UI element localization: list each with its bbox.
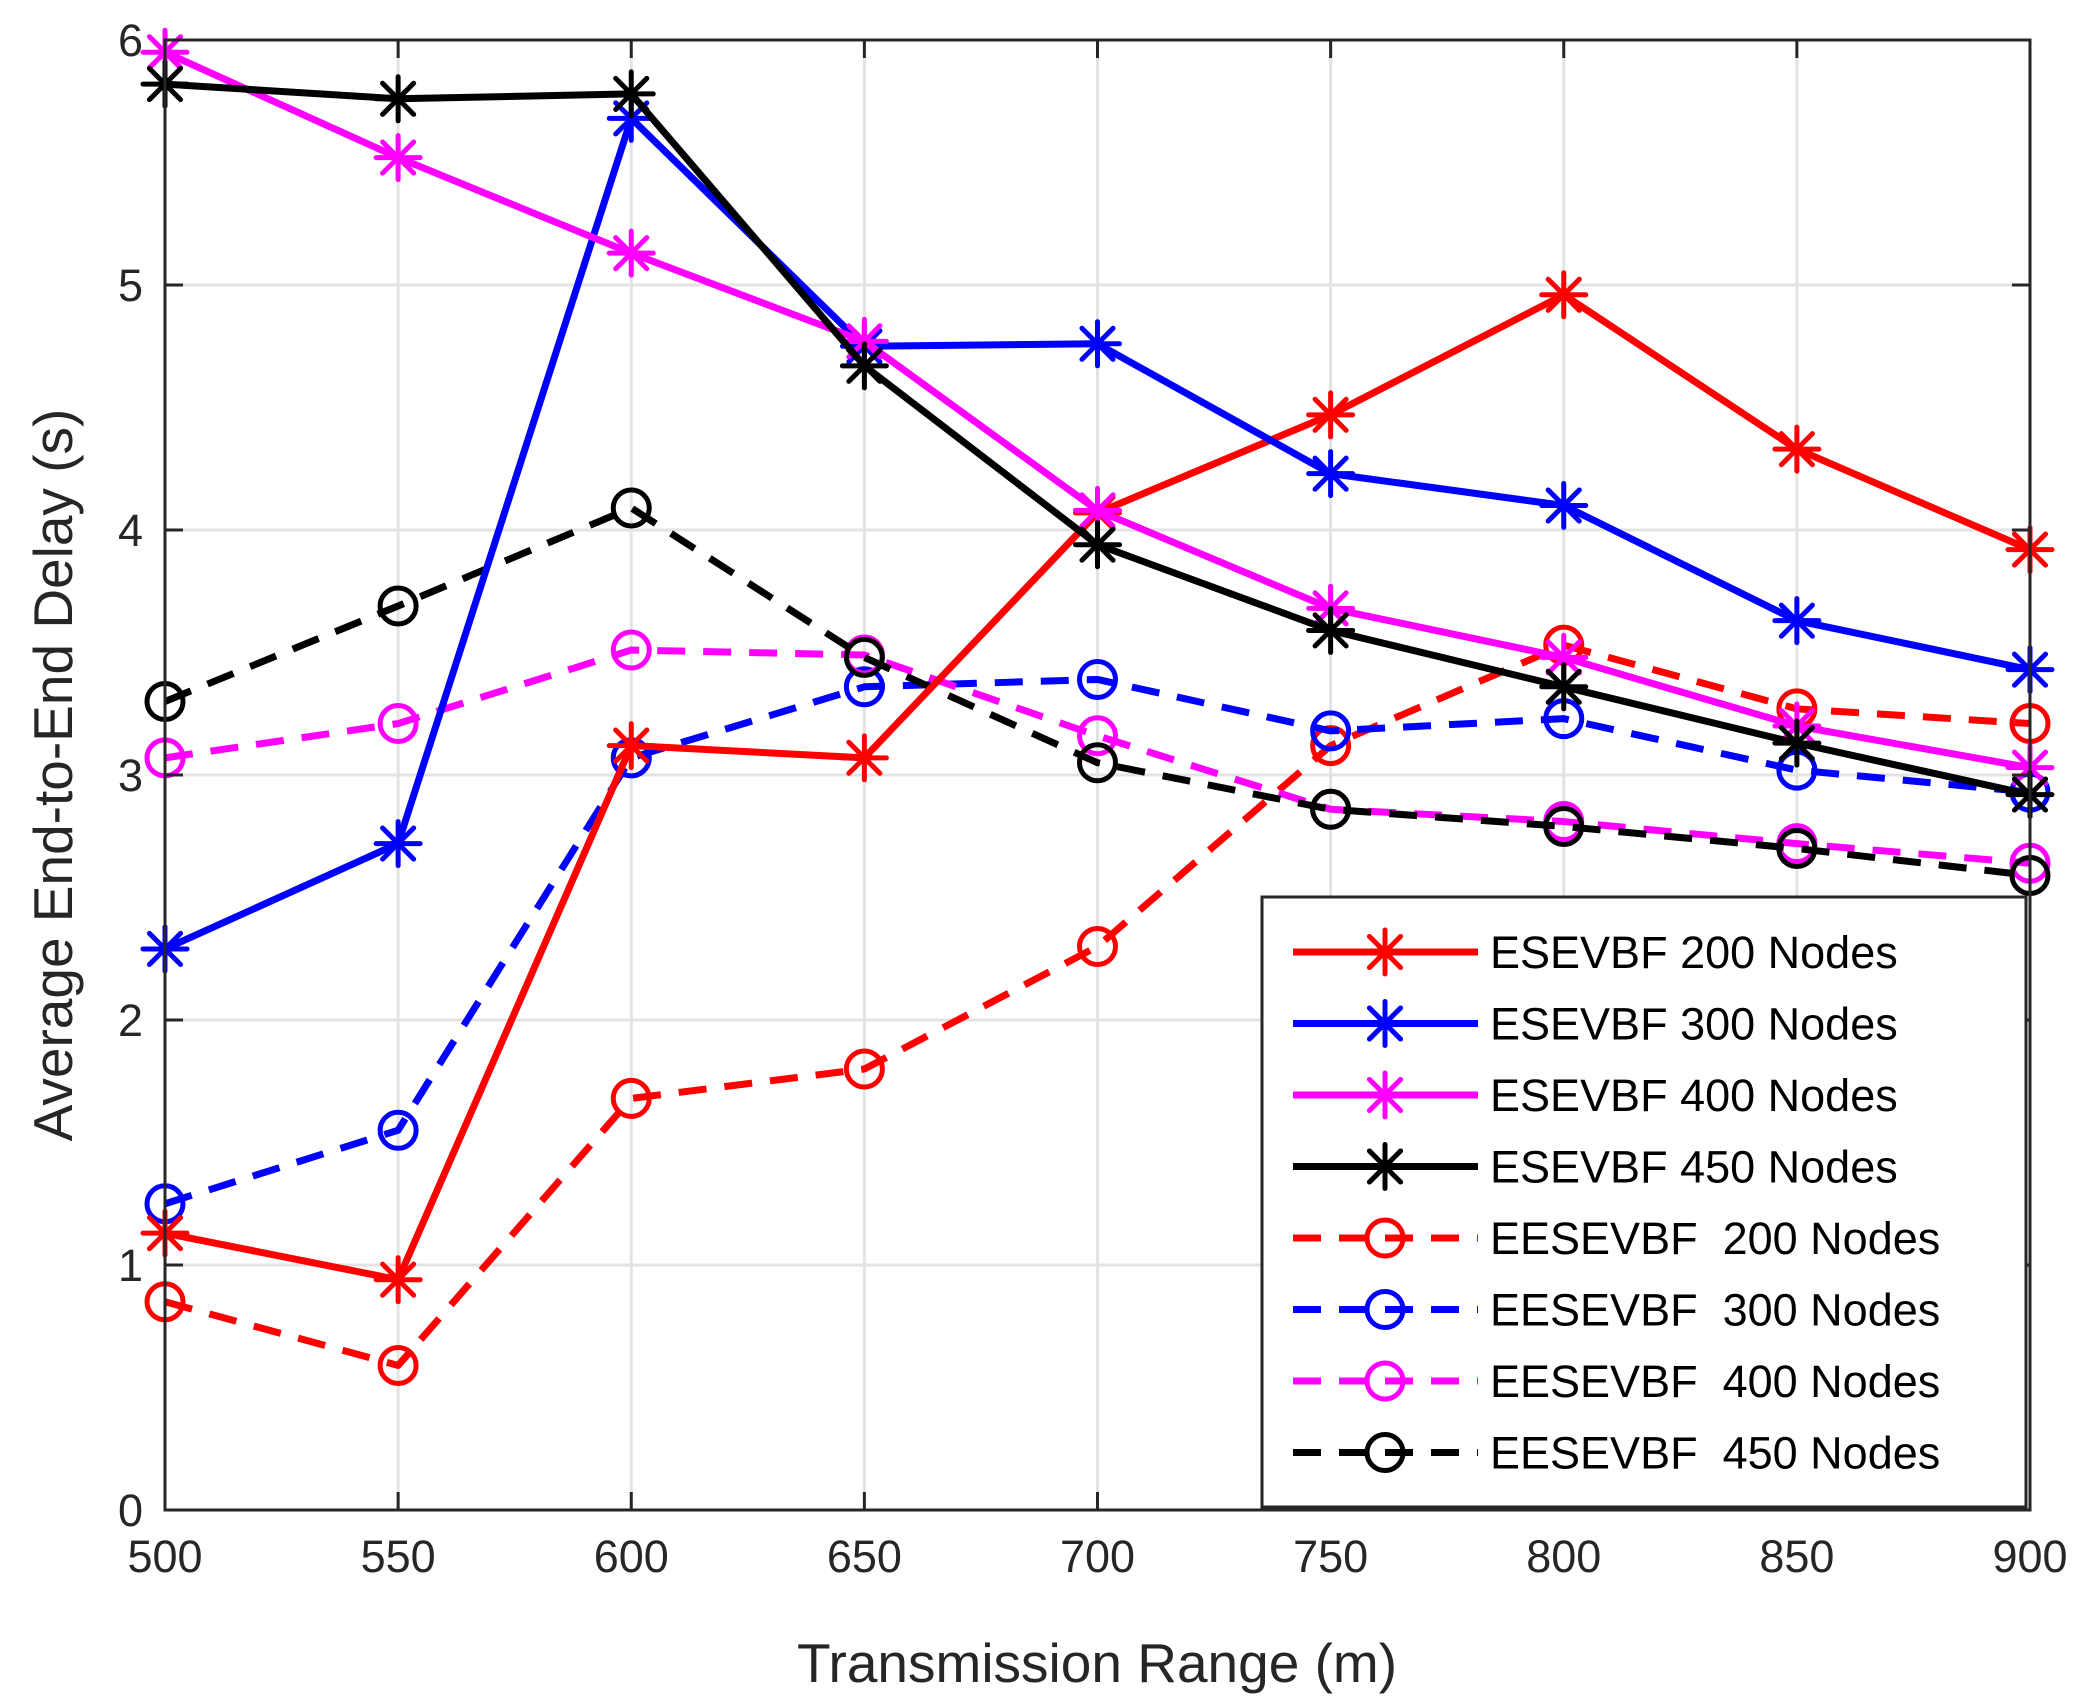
- data-point: [373, 1255, 423, 1305]
- data-point: [1077, 926, 1118, 967]
- data-point: [1772, 596, 1822, 646]
- data-point: [377, 1344, 419, 1386]
- data-point: [1776, 828, 1818, 869]
- data-point: [843, 1048, 885, 1090]
- data-point: [1543, 805, 1585, 847]
- legend-entry: ESEVBF 300 Nodes: [1293, 999, 1898, 1050]
- legend-entry: ESEVBF 200 Nodes: [1293, 927, 1898, 978]
- data-point: [1073, 485, 1122, 535]
- x-axis-title: Transmission Range (m): [797, 1632, 1397, 1694]
- data-point: [373, 74, 423, 124]
- legend-entry: ESEVBF 450 Nodes: [1293, 1142, 1898, 1193]
- legend-box: [1260, 895, 2028, 1509]
- legend-marker: [1360, 999, 1410, 1048]
- x-tick-label: 800: [1526, 1531, 1601, 1582]
- x-tick-label: 600: [594, 1531, 669, 1582]
- series-line: [163, 675, 2031, 1208]
- x-tick-label: 500: [127, 1531, 202, 1582]
- y-tick-label: 2: [118, 995, 143, 1046]
- data-point: [1077, 715, 1118, 757]
- legend-label: EESEVBF 400 Nodes: [1490, 1356, 1940, 1407]
- data-point: [1310, 710, 1352, 752]
- legend-label: ESEVBF 400 Nodes: [1490, 1070, 1898, 1121]
- legend-entry: ESEVBF 400 Nodes: [1293, 1070, 1898, 1121]
- x-tick-label: 650: [827, 1531, 902, 1582]
- series-layer: [140, 27, 2055, 1386]
- legend-label: ESEVBF 300 Nodes: [1490, 999, 1898, 1050]
- data-point: [377, 703, 419, 745]
- y-tick-label: 1: [118, 1240, 143, 1291]
- x-tick-label: 850: [1759, 1531, 1834, 1582]
- legend-label: ESEVBF 450 Nodes: [1490, 1142, 1898, 1193]
- data-point: [1310, 788, 1352, 830]
- x-tick-label: 750: [1293, 1531, 1368, 1582]
- legend-marker: [1364, 1289, 1406, 1330]
- data-point: [1073, 520, 1122, 570]
- y-tick-label: 3: [118, 750, 143, 801]
- y-tick-label: 4: [118, 505, 143, 556]
- data-point: [1306, 390, 1356, 440]
- legend-marker: [1360, 1070, 1410, 1120]
- legend-marker: [1364, 1432, 1406, 1473]
- legend-marker: [1364, 1217, 1406, 1259]
- data-point: [610, 1077, 652, 1119]
- data-point: [373, 819, 423, 869]
- legend-label: ESEVBF 200 Nodes: [1490, 927, 1898, 978]
- x-tick-label: 700: [1060, 1531, 1135, 1582]
- data-point: [1077, 658, 1118, 700]
- data-point: [1539, 270, 1589, 320]
- data-point: [1539, 662, 1589, 712]
- y-tick-label: 0: [118, 1485, 143, 1536]
- legend-label: EESEVBF 450 Nodes: [1490, 1428, 1940, 1479]
- legend-label: EESEVBF 300 Nodes: [1490, 1285, 1940, 1336]
- series-line: [164, 641, 2031, 1369]
- series-line: [163, 504, 2031, 879]
- data-point: [1306, 449, 1356, 499]
- data-point: [610, 487, 652, 529]
- data-point: [606, 228, 656, 278]
- data-point: [839, 733, 889, 783]
- data-point: [843, 636, 885, 678]
- data-point: [373, 133, 423, 183]
- legend-label: EESEVBF 200 Nodes: [1490, 1213, 1940, 1264]
- legend-entry: EESEVBF 400 Nodes: [1293, 1356, 1940, 1407]
- y-tick-label: 6: [118, 15, 143, 66]
- data-point: [839, 341, 889, 391]
- data-point: [1772, 718, 1822, 768]
- legend-marker: [1364, 1360, 1406, 1402]
- data-point: [843, 666, 885, 708]
- legend: ESEVBF 200 Nodes ESEVBF 300 Nodes ESEVBF 4…: [1260, 895, 2028, 1509]
- legend-entry: EESEVBF 300 Nodes: [1293, 1285, 1940, 1336]
- legend-marker: [1360, 927, 1410, 977]
- y-tick-label: 5: [118, 260, 143, 311]
- data-point: [606, 721, 656, 771]
- data-point: [377, 1109, 419, 1151]
- legend-entry: EESEVBF 200 Nodes: [1293, 1213, 1940, 1264]
- x-tick-label: 550: [361, 1531, 436, 1582]
- data-point: [606, 69, 656, 119]
- legend-marker: [1360, 1142, 1410, 1191]
- y-axis-title: Average End-to-End Delay (s): [22, 409, 84, 1142]
- axis-ticks: 500 550 600 650 700 750 800 850 900 0 1 2 3 4 5 6: [118, 15, 2068, 1582]
- data-point: [377, 585, 419, 627]
- x-tick-label: 900: [1992, 1531, 2067, 1582]
- data-point: [1306, 605, 1356, 655]
- data-point: [610, 629, 652, 671]
- legend-entry: EESEVBF 450 Nodes: [1293, 1428, 1940, 1479]
- data-point: [1077, 742, 1118, 784]
- data-point: [1539, 481, 1589, 530]
- data-point: [1772, 424, 1822, 474]
- data-point: [1073, 319, 1122, 369]
